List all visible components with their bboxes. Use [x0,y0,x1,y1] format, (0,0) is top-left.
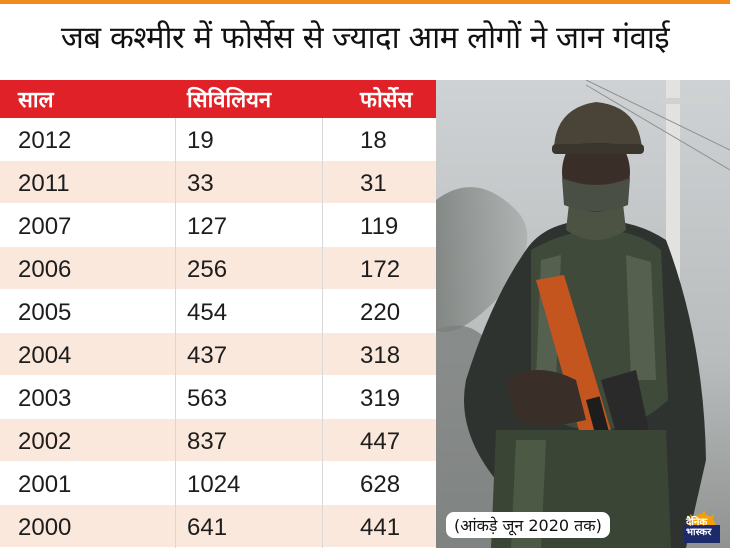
cell-forces: 447 [360,428,401,455]
table-header: साल सिविलियन फोर्सेस [0,80,436,118]
column-divider [322,118,323,548]
cell-civilian: 1024 [187,471,241,498]
cell-civilian: 563 [187,385,228,412]
cell-forces: 628 [360,471,401,498]
table-row: 2003 563 319 [0,376,436,418]
cell-forces: 31 [360,170,387,197]
cell-year: 2011 [18,170,70,197]
cell-year: 2004 [18,342,72,369]
cell-year: 2006 [18,256,72,283]
cell-forces: 18 [360,127,387,154]
cell-year: 2000 [18,514,72,541]
cell-civilian: 437 [187,342,228,369]
table-row: 2002 837 447 [0,419,436,461]
cell-civilian: 33 [187,170,214,197]
header-year: साल [18,88,54,113]
table-row: 2005 454 220 [0,290,436,332]
cell-year: 2007 [18,213,72,240]
dainik-bhaskar-logo: दैनिक भास्कर [680,508,724,544]
table-row: 2000 641 441 [0,505,436,547]
data-note: (आंकड़े जून 2020 तक) [446,512,610,538]
logo-text: दैनिक भास्कर [686,518,711,538]
data-table: साल सिविलियन फोर्सेस 2012 19 18 2011 33 31 200… [0,80,436,548]
cell-civilian: 127 [187,213,228,240]
table-row: 2006 256 172 [0,247,436,289]
cell-year: 2001 [18,471,72,498]
top-accent-rule [0,0,730,4]
cell-forces: 119 [360,213,399,240]
cell-year: 2005 [18,299,72,326]
cell-forces: 441 [360,514,401,541]
table-row: 2001 1024 628 [0,462,436,504]
header-civilian: सिविलियन [187,88,272,113]
cell-civilian: 837 [187,428,228,455]
soldier-photo [436,80,730,548]
cell-forces: 319 [360,385,401,412]
cell-year: 2003 [18,385,72,412]
logo-text-line: दैनिक [686,517,708,528]
cell-year: 2012 [18,127,72,154]
table-row: 2012 19 18 [0,118,436,160]
cell-civilian: 454 [187,299,228,326]
cell-civilian: 19 [187,127,214,154]
logo-text-line: भास्कर [686,527,712,538]
table-row: 2007 127 119 [0,204,436,246]
header-forces: फोर्सेस [360,88,413,113]
chart-title: जब कश्मीर में फोर्सेस से ज्यादा आम लोगों… [60,20,670,56]
cell-year: 2002 [18,428,72,455]
cell-forces: 318 [360,342,401,369]
logo-icon [684,510,720,543]
cell-civilian: 641 [187,514,228,541]
cell-forces: 220 [360,299,401,326]
table-row: 2004 437 318 [0,333,436,375]
cell-civilian: 256 [187,256,228,283]
column-divider [175,118,176,548]
table-row: 2011 33 31 [0,161,436,203]
cell-forces: 172 [360,256,401,283]
